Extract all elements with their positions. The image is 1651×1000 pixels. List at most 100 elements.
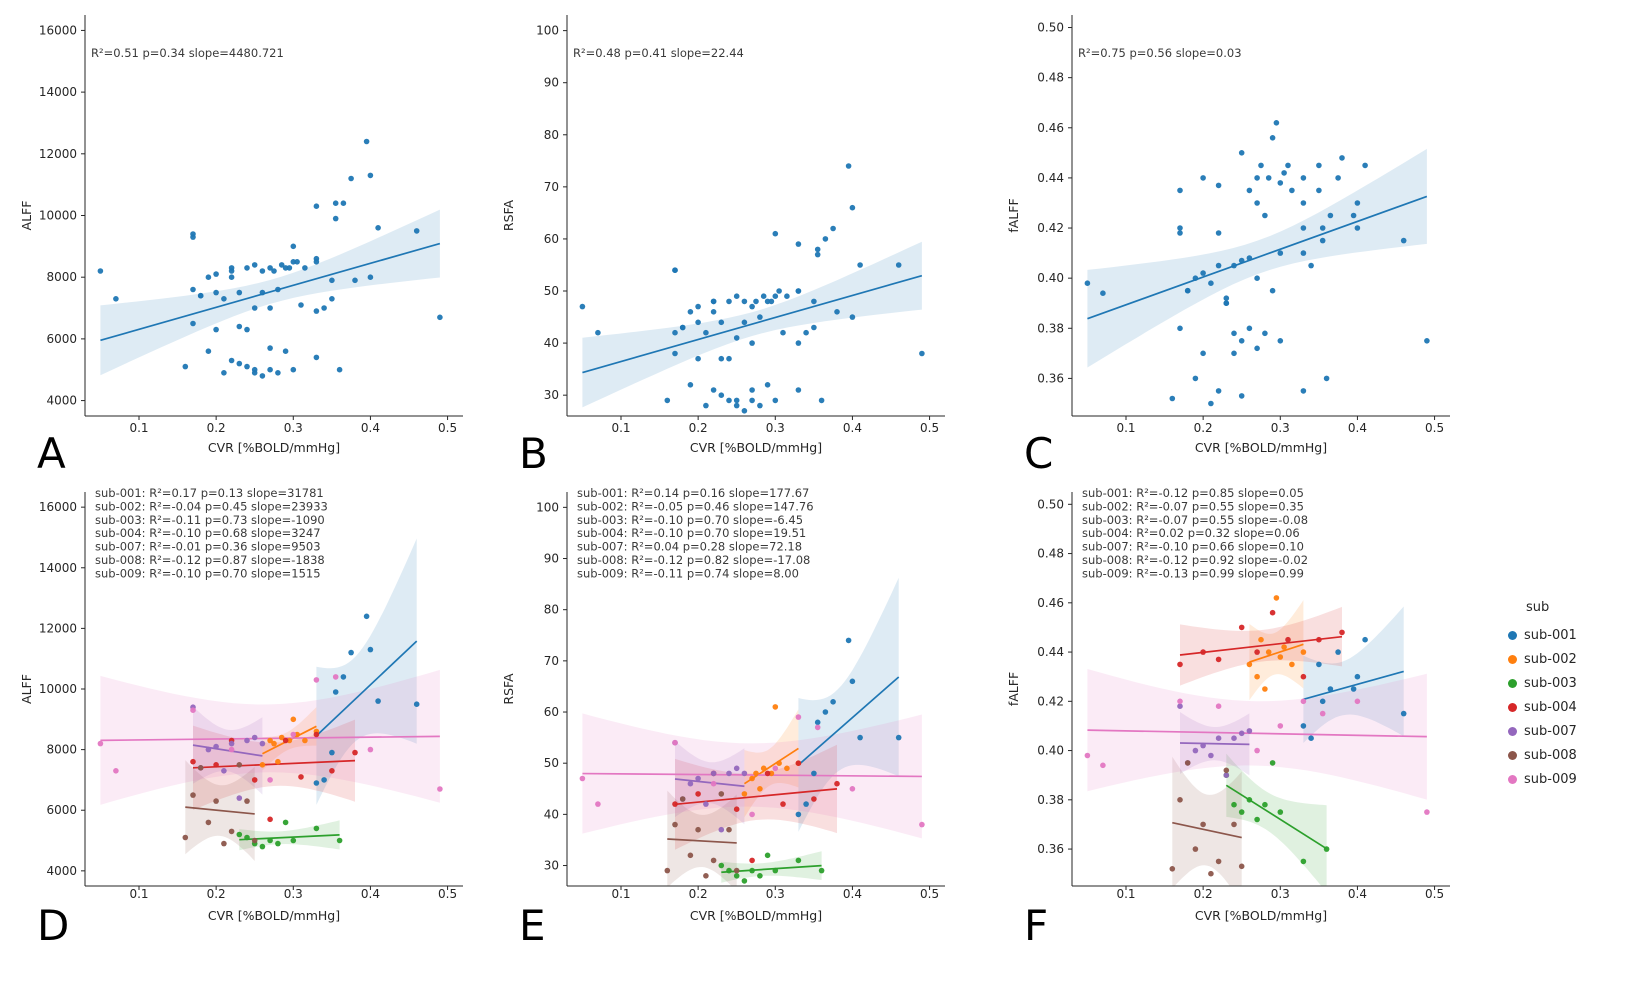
stats-annotation: sub-003: R²=-0.07 p=0.55 slope=-0.08 — [1082, 513, 1308, 527]
data-point-sub-008 — [679, 796, 686, 802]
data-point-all — [811, 298, 817, 305]
data-point-all — [672, 350, 678, 357]
data-point-all — [595, 329, 601, 336]
panel-B: 0.1 0.2 0.3 0.4 0.5 30 40 50 60 70 80 90 100 CVR [%BO… — [497, 2, 977, 482]
data-point-sub-004 — [834, 780, 840, 787]
y-tick-label: 50 — [544, 284, 559, 298]
y-tick-label: 0.48 — [1037, 71, 1064, 85]
data-point-all — [710, 387, 717, 393]
data-point-sub-009 — [1300, 698, 1307, 705]
data-point-all — [1354, 200, 1361, 206]
data-point-sub-007 — [1238, 730, 1245, 737]
data-point-sub-007 — [1208, 752, 1214, 759]
data-point-all — [757, 402, 763, 409]
panel-letter-F: F — [1024, 901, 1048, 950]
data-point-sub-003 — [733, 873, 740, 879]
stats-annotation: sub-002: R²=-0.07 p=0.55 slope=0.35 — [1082, 499, 1304, 513]
data-point-all — [290, 243, 297, 250]
data-point-sub-007 — [205, 746, 212, 753]
data-point-sub-009 — [190, 707, 196, 713]
data-point-sub-008 — [1215, 858, 1222, 865]
data-point-sub-003 — [313, 825, 320, 832]
data-point-sub-001 — [375, 698, 381, 704]
panel-A: 0.1 0.2 0.3 0.4 0.5 4000 6000 8000 10000 12000 140… — [15, 2, 495, 482]
data-point-sub-002 — [1277, 654, 1284, 660]
x-tick-label: 0.1 — [1116, 887, 1135, 901]
panel-F: 0.1 0.2 0.3 0.4 0.5 0.36 0.38 0.40 0.42 0.44 0.46 0… — [1002, 478, 1482, 1000]
y-axis-label: fALFF — [1006, 672, 1021, 706]
data-point-sub-009 — [579, 775, 586, 782]
data-point-all — [849, 314, 856, 320]
data-point-all — [695, 355, 701, 362]
stats-annotation: R²=0.48 p=0.41 slope=22.44 — [573, 46, 744, 60]
data-point-sub-002 — [1281, 644, 1287, 650]
y-tick-label: 30 — [544, 388, 559, 402]
data-point-all — [251, 366, 258, 373]
data-point-all — [205, 274, 212, 281]
y-tick-label: 90 — [544, 76, 559, 90]
data-point-all — [290, 259, 297, 265]
data-point-all — [895, 262, 902, 268]
y-tick-label: 0.44 — [1037, 171, 1064, 185]
data-point-sub-004 — [282, 737, 289, 744]
data-point-all — [857, 262, 863, 268]
data-point-sub-007 — [1223, 772, 1230, 778]
data-point-sub-009 — [228, 746, 235, 753]
data-point-sub-003 — [1277, 809, 1284, 815]
data-point-sub-003 — [1323, 846, 1330, 852]
data-point-sub-003 — [726, 867, 732, 874]
data-point-sub-008 — [703, 873, 709, 879]
data-point-all — [1177, 187, 1183, 194]
y-axis-label: RSFA — [501, 199, 516, 231]
stats-annotation: sub-002: R²=-0.04 p=0.45 slope=23933 — [95, 499, 328, 513]
y-tick-label: 0.46 — [1037, 121, 1064, 135]
x-axis-label: CVR [%BOLD/mmHg] — [208, 908, 340, 923]
data-point-sub-009 — [814, 724, 821, 731]
data-point-all — [205, 348, 212, 355]
data-point-all — [1354, 225, 1361, 231]
data-point-sub-002 — [1246, 661, 1253, 668]
y-tick-label: 90 — [544, 552, 559, 566]
data-point-all — [236, 360, 243, 367]
x-tick-label: 0.3 — [1271, 421, 1290, 435]
data-point-sub-003 — [772, 867, 779, 874]
data-point-all — [695, 303, 701, 310]
data-point-sub-001 — [814, 719, 821, 726]
data-point-sub-009 — [1319, 710, 1326, 717]
trend-line-sub-003 — [1225, 784, 1328, 850]
data-point-sub-008 — [1223, 767, 1230, 774]
data-point-all — [718, 319, 725, 326]
x-tick-label: 0.1 — [611, 887, 630, 901]
data-point-sub-001 — [795, 811, 802, 818]
data-point-sub-003 — [1246, 797, 1253, 803]
data-point-all — [1277, 180, 1284, 186]
data-point-all — [760, 293, 767, 300]
data-point-all — [1254, 345, 1260, 352]
x-tick-label: 0.3 — [766, 887, 785, 901]
data-point-sub-001 — [313, 780, 320, 786]
data-point-sub-004 — [1300, 673, 1307, 680]
data-point-sub-007 — [236, 795, 243, 801]
data-point-all — [1300, 250, 1307, 256]
data-point-all — [1192, 375, 1199, 382]
data-point-all — [321, 305, 327, 311]
legend-item-sub-007: sub-007 — [1496, 719, 1646, 743]
data-point-sub-004 — [1316, 636, 1322, 643]
data-point-all — [267, 366, 273, 373]
data-point-sub-009 — [367, 746, 374, 753]
data-point-all — [1300, 388, 1307, 394]
data-point-all — [251, 305, 258, 311]
trend-line-sub-004 — [1179, 635, 1343, 656]
data-point-all — [1277, 250, 1284, 256]
data-point-all — [726, 397, 732, 404]
data-point-sub-007 — [213, 743, 219, 750]
data-point-all — [437, 314, 443, 321]
data-point-all — [664, 397, 671, 404]
legend-marker-icon — [1508, 678, 1517, 688]
data-point-all — [1339, 155, 1345, 161]
data-point-sub-003 — [336, 837, 343, 844]
panel-C-svg: 0.1 0.2 0.3 0.4 0.5 0.36 0.38 0.40 0.42 0.44 0.46 0… — [1006, 15, 1450, 478]
y-tick-label: 80 — [544, 603, 559, 617]
stats-annotation: sub-008: R²=-0.12 p=0.92 slope=-0.02 — [1082, 553, 1308, 567]
data-point-sub-004 — [764, 770, 771, 777]
